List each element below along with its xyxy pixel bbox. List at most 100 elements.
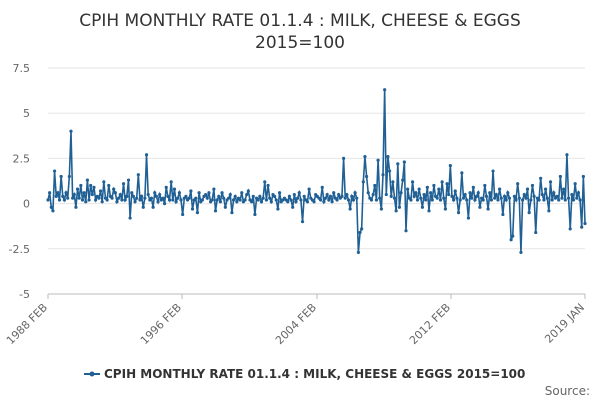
data-point[interactable] <box>409 198 413 202</box>
data-point[interactable] <box>463 192 467 197</box>
data-point[interactable] <box>412 194 416 198</box>
data-point[interactable] <box>410 180 415 184</box>
data-point[interactable] <box>294 200 298 204</box>
data-point[interactable] <box>555 194 559 198</box>
data-point[interactable] <box>337 192 341 197</box>
data-point[interactable] <box>215 198 219 202</box>
data-point[interactable] <box>516 182 520 186</box>
data-point[interactable] <box>397 205 402 209</box>
data-point[interactable] <box>94 198 98 202</box>
data-point[interactable] <box>174 200 178 204</box>
data-point[interactable] <box>117 196 121 200</box>
data-point[interactable] <box>240 191 244 195</box>
data-point[interactable] <box>552 191 556 195</box>
data-point[interactable] <box>320 185 324 189</box>
data-point[interactable] <box>140 194 144 198</box>
data-point[interactable] <box>163 202 167 206</box>
legend[interactable]: CPIH MONTHLY RATE 01.1.4 : MILK, CHEESE … <box>84 367 525 381</box>
data-point[interactable] <box>369 198 374 202</box>
data-point[interactable] <box>493 196 497 200</box>
data-point[interactable] <box>245 192 249 197</box>
data-point[interactable] <box>75 187 80 191</box>
data-point[interactable] <box>447 192 451 197</box>
data-point[interactable] <box>77 196 81 200</box>
data-point[interactable] <box>115 200 119 204</box>
data-point[interactable] <box>146 192 150 197</box>
data-point[interactable] <box>396 162 400 166</box>
data-point[interactable] <box>443 207 448 211</box>
data-point[interactable] <box>489 198 493 202</box>
data-point[interactable] <box>448 164 452 168</box>
data-point[interactable] <box>511 234 515 238</box>
data-point[interactable] <box>158 192 162 197</box>
data-point[interactable] <box>297 191 301 195</box>
data-point[interactable] <box>581 174 585 179</box>
data-point[interactable] <box>557 198 561 202</box>
data-point[interactable] <box>363 154 367 159</box>
data-point[interactable] <box>358 230 362 235</box>
data-point[interactable] <box>261 196 265 200</box>
data-point[interactable] <box>484 194 489 198</box>
data-point[interactable] <box>460 171 464 175</box>
data-point[interactable] <box>537 198 541 202</box>
data-point[interactable] <box>392 196 397 200</box>
data-point[interactable] <box>200 198 204 202</box>
data-point[interactable] <box>342 156 346 160</box>
data-point[interactable] <box>378 196 382 200</box>
data-point[interactable] <box>450 194 454 198</box>
data-point[interactable] <box>322 200 326 204</box>
data-point[interactable] <box>269 200 273 204</box>
data-point[interactable] <box>205 196 209 200</box>
data-point[interactable] <box>471 185 475 189</box>
data-point[interactable] <box>325 192 329 197</box>
data-point[interactable] <box>424 198 428 202</box>
data-point[interactable] <box>356 250 360 255</box>
data-point[interactable] <box>470 196 474 200</box>
data-point[interactable] <box>519 250 523 255</box>
data-point[interactable] <box>512 194 516 198</box>
data-point[interactable] <box>52 169 57 173</box>
data-point[interactable] <box>435 196 439 200</box>
data-point[interactable] <box>437 187 441 191</box>
data-point[interactable] <box>566 196 571 200</box>
data-point[interactable] <box>571 198 576 202</box>
data-point[interactable] <box>128 216 132 220</box>
data-point[interactable] <box>133 200 137 204</box>
data-point[interactable] <box>125 194 129 198</box>
data-point[interactable] <box>452 198 456 202</box>
data-point[interactable] <box>144 153 149 157</box>
data-point[interactable] <box>422 192 426 197</box>
data-point[interactable] <box>92 185 96 189</box>
data-point[interactable] <box>207 191 211 195</box>
data-point[interactable] <box>445 182 449 186</box>
data-point[interactable] <box>335 198 339 202</box>
data-point[interactable] <box>184 194 188 198</box>
data-point[interactable] <box>539 176 543 180</box>
data-point[interactable] <box>286 200 290 204</box>
data-point[interactable] <box>332 191 336 195</box>
data-point[interactable] <box>123 198 127 202</box>
data-point[interactable] <box>360 227 364 231</box>
data-point[interactable] <box>166 194 170 198</box>
data-point[interactable] <box>507 196 512 200</box>
data-point[interactable] <box>414 191 418 195</box>
data-point[interactable] <box>118 192 122 197</box>
data-point[interactable] <box>494 192 498 197</box>
data-point[interactable] <box>235 200 239 204</box>
data-point[interactable] <box>562 187 566 191</box>
data-point[interactable] <box>228 192 232 197</box>
data-point[interactable] <box>300 220 305 224</box>
data-point[interactable] <box>130 191 134 195</box>
data-point[interactable] <box>299 198 303 202</box>
data-point[interactable] <box>501 212 505 217</box>
data-point[interactable] <box>430 198 434 202</box>
data-point[interactable] <box>153 191 157 195</box>
data-point[interactable] <box>399 191 403 195</box>
data-point[interactable] <box>49 205 53 209</box>
data-point[interactable] <box>576 191 581 195</box>
data-point[interactable] <box>268 196 272 200</box>
data-point[interactable] <box>87 198 91 202</box>
data-point[interactable] <box>167 198 172 202</box>
data-point[interactable] <box>161 196 165 200</box>
data-point[interactable] <box>547 209 551 213</box>
